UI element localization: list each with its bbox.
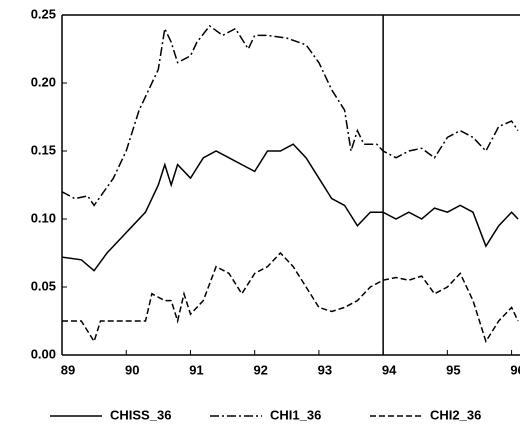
- x-tick-label: 94: [382, 362, 397, 377]
- y-tick-label: 0.00: [31, 346, 56, 361]
- x-tick-label: 95: [446, 362, 460, 377]
- x-tick-label: 89: [61, 362, 75, 377]
- y-tick-label: 0.20: [31, 74, 56, 89]
- x-tick-label: 90: [125, 362, 139, 377]
- y-tick-label: 0.15: [31, 142, 56, 157]
- x-tick-label: 96: [510, 362, 520, 377]
- series-line: [61, 24, 519, 207]
- y-tick-label: 0.25: [31, 6, 56, 21]
- legend-label: CHI2_36: [430, 407, 481, 422]
- y-tick-label: 0.10: [31, 210, 56, 225]
- series-line: [62, 251, 519, 344]
- series-line: [61, 143, 519, 272]
- x-tick-label: 91: [189, 362, 203, 377]
- y-tick-label: 0.05: [31, 278, 56, 293]
- legend-label: CHISS_36: [110, 407, 171, 422]
- x-tick-label: 93: [318, 362, 332, 377]
- legend-label: CHI1_36: [270, 407, 321, 422]
- x-tick-label: 92: [253, 362, 267, 377]
